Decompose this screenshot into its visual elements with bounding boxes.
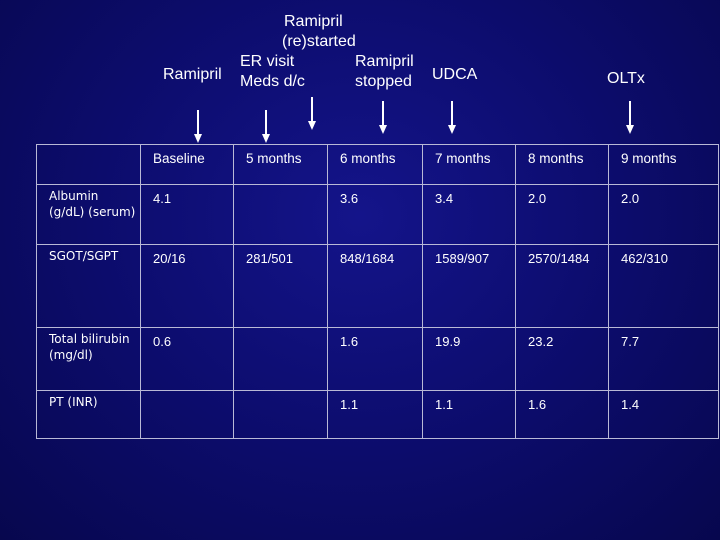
table-cell: 1.4 xyxy=(608,390,719,439)
row-label: Total bilirubin (mg/dl) xyxy=(36,327,141,391)
table-cell: 1.6 xyxy=(515,390,609,439)
table-row: PT (INR) 1.1 1.1 1.6 1.4 xyxy=(36,390,719,439)
column-header-5-months: 5 months xyxy=(233,144,328,185)
table-cell xyxy=(233,327,328,391)
table-cell: 1.6 xyxy=(327,327,423,391)
ramipril-stopped-label-line1: Ramipril xyxy=(355,53,414,70)
table-cell xyxy=(233,390,328,439)
table-cell: 848/1684 xyxy=(327,244,423,328)
arrow-down-icon xyxy=(194,110,202,143)
table-cell: 2.0 xyxy=(515,184,609,245)
table-cell: 20/16 xyxy=(140,244,234,328)
ramipril-restarted-label-line1: Ramipril xyxy=(284,13,343,30)
table-row: SGOT/SGPT 20/16 281/501 848/1684 1589/90… xyxy=(36,244,719,328)
column-header-7-months: 7 months xyxy=(422,144,516,185)
table-cell xyxy=(140,390,234,439)
arrow-down-icon xyxy=(308,97,316,133)
table-row: Albumin (g/dL) (serum) 4.1 3.6 3.4 2.0 2… xyxy=(36,184,719,245)
row-label: Albumin (g/dL) (serum) xyxy=(36,184,141,245)
oltx-label: OLTx xyxy=(607,70,645,87)
table-cell: 4.1 xyxy=(140,184,234,245)
table-row: Total bilirubin (mg/dl) 0.6 1.6 19.9 23.… xyxy=(36,327,719,391)
table-cell: 3.4 xyxy=(422,184,516,245)
ramipril-restarted-label-line2: (re)started xyxy=(282,33,356,50)
column-header-6-months: 6 months xyxy=(327,144,423,185)
column-header-baseline: Baseline xyxy=(140,144,234,185)
ramipril-label: Ramipril xyxy=(163,66,222,83)
ramipril-stopped-label-line2: stopped xyxy=(355,73,412,90)
table-header-row: Baseline 5 months 6 months 7 months 8 mo… xyxy=(36,144,719,185)
table-cell: 2570/1484 xyxy=(515,244,609,328)
arrow-down-icon xyxy=(379,101,387,134)
table-cell xyxy=(233,184,328,245)
table-cell: 0.6 xyxy=(140,327,234,391)
column-header xyxy=(36,144,141,185)
column-header-8-months: 8 months xyxy=(515,144,609,185)
table-cell: 3.6 xyxy=(327,184,423,245)
arrow-down-icon xyxy=(262,110,270,143)
table-cell: 19.9 xyxy=(422,327,516,391)
row-label: PT (INR) xyxy=(36,390,141,439)
table-cell: 1.1 xyxy=(422,390,516,439)
lab-values-table: Baseline 5 months 6 months 7 months 8 mo… xyxy=(36,144,719,439)
table-cell: 462/310 xyxy=(608,244,719,328)
table-cell: 281/501 xyxy=(233,244,328,328)
row-label: SGOT/SGPT xyxy=(36,244,141,328)
table-cell: 23.2 xyxy=(515,327,609,391)
table-cell: 1.1 xyxy=(327,390,423,439)
arrow-down-icon xyxy=(448,101,456,134)
table-cell: 1589/907 xyxy=(422,244,516,328)
table-cell: 7.7 xyxy=(608,327,719,391)
column-header-9-months: 9 months xyxy=(608,144,719,185)
table-cell: 2.0 xyxy=(608,184,719,245)
arrow-down-icon xyxy=(626,101,634,134)
er-visit-label-line1: ER visit xyxy=(240,53,295,70)
udca-label: UDCA xyxy=(432,66,478,83)
er-visit-label-line2: Meds d/c xyxy=(240,73,305,90)
